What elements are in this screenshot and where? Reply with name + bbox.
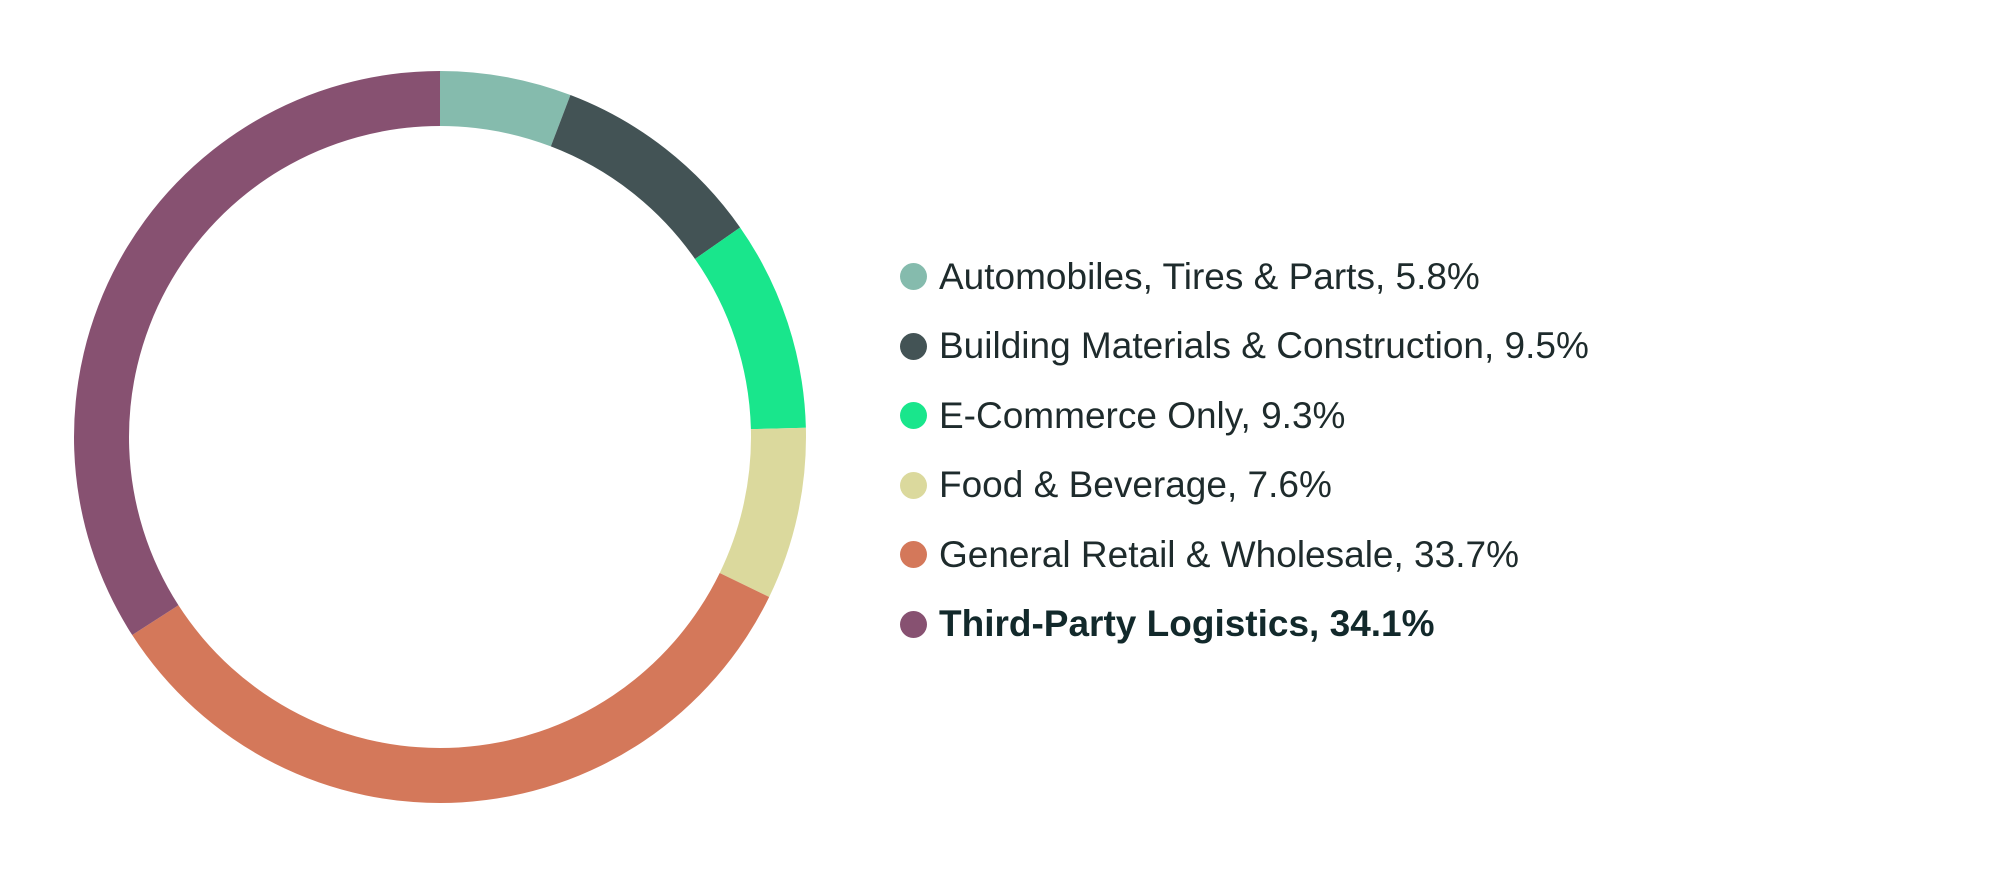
donut-slice-4 — [132, 572, 770, 803]
legend-swatch-automobiles — [900, 263, 927, 291]
legend-swatch-building-materials — [900, 332, 927, 360]
legend-label-automobiles: Automobiles, Tires & Parts, 5.8% — [939, 255, 1480, 297]
legend-swatch-e-commerce — [900, 402, 927, 430]
legend-item-food-beverage: Food & Beverage, 7.6% — [900, 451, 1589, 521]
legend-swatch-general-retail — [900, 541, 927, 569]
legend-label-e-commerce: E-Commerce Only, 9.3% — [939, 394, 1346, 436]
donut-slice-0 — [440, 71, 571, 147]
legend-item-automobiles: Automobiles, Tires & Parts, 5.8% — [900, 242, 1589, 312]
legend-swatch-food-beverage — [900, 471, 927, 499]
legend-label-general-retail: General Retail & Wholesale, 33.7% — [939, 533, 1519, 575]
legend-item-e-commerce: E-Commerce Only, 9.3% — [900, 381, 1589, 451]
donut-slice-3 — [719, 427, 806, 597]
legend-item-third-party-logistics: Third-Party Logistics, 34.1% — [900, 590, 1589, 660]
legend-item-building-materials: Building Materials & Construction, 9.5% — [900, 312, 1589, 382]
donut-svg — [74, 70, 806, 803]
donut-slice-5 — [74, 70, 440, 636]
donut-slice-2 — [695, 227, 806, 430]
legend-label-third-party-logistics: Third-Party Logistics, 34.1% — [939, 603, 1435, 645]
legend-label-building-materials: Building Materials & Construction, 9.5% — [939, 325, 1589, 367]
legend-item-general-retail: General Retail & Wholesale, 33.7% — [900, 520, 1589, 590]
legend-swatch-third-party-logistics — [900, 610, 927, 638]
legend-label-food-beverage: Food & Beverage, 7.6% — [939, 464, 1332, 506]
legend: Automobiles, Tires & Parts, 5.8% Buildin… — [900, 242, 1589, 659]
donut-slice-1 — [550, 95, 741, 259]
